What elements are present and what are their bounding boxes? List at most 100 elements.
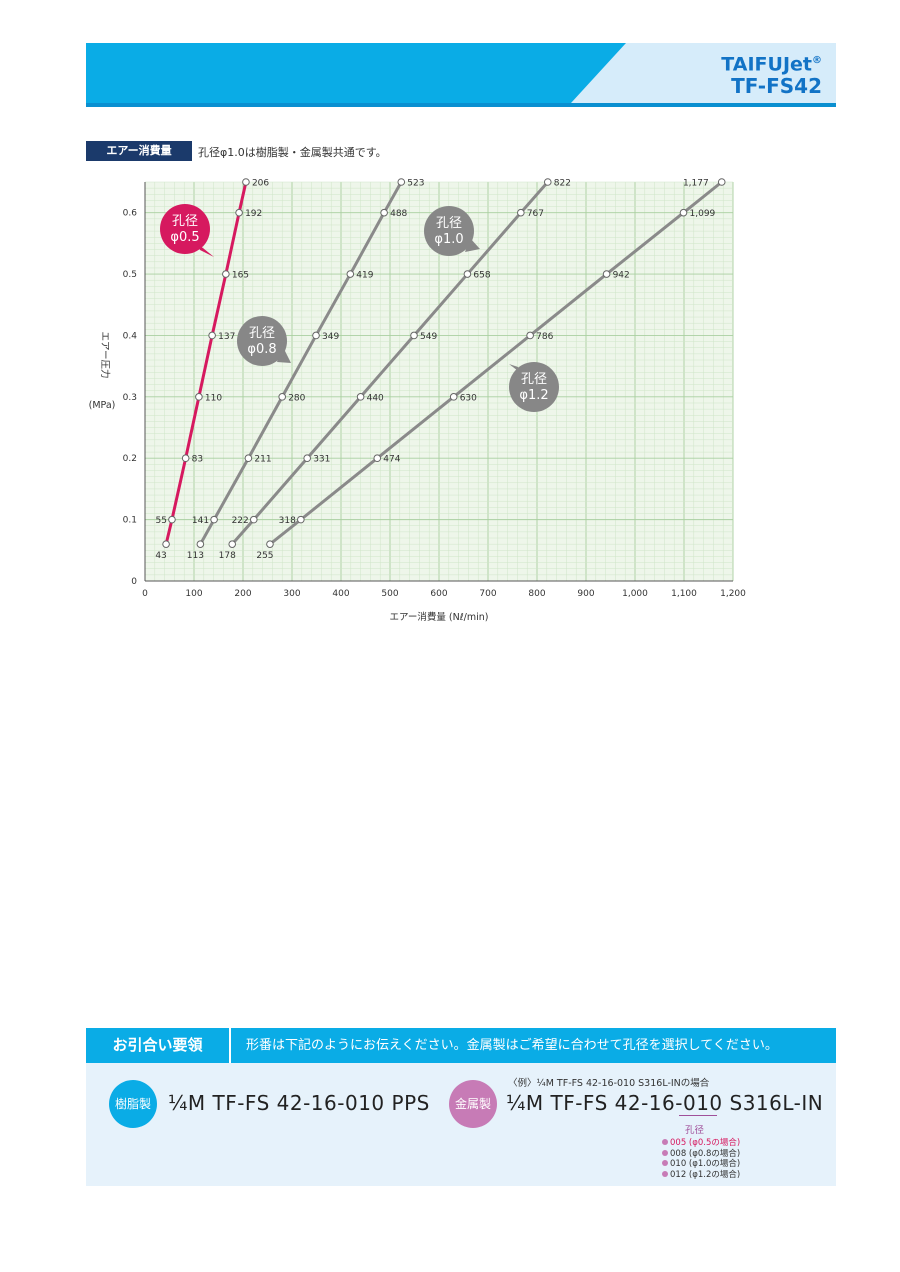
y-tick-label: 0.1 — [123, 516, 137, 526]
y-tick-label: 0.3 — [123, 393, 137, 403]
data-label: 523 — [407, 179, 424, 189]
callout-value: φ0.8 — [247, 342, 276, 357]
x-tick-label: 1,100 — [671, 589, 697, 599]
y-tick-label: 0.2 — [123, 454, 137, 464]
data-point — [397, 178, 406, 186]
callout-label: 孔径 — [521, 372, 547, 387]
callout-label: 孔径 — [436, 216, 462, 231]
data-point — [356, 393, 365, 401]
x-tick-label: 200 — [234, 589, 251, 599]
data-label: 178 — [219, 551, 236, 561]
x-axis-title: エアー消費量 (Nℓ/min) — [389, 611, 488, 623]
hole-option: 008 (φ0.8の場合) — [662, 1149, 740, 1160]
data-label: 822 — [554, 179, 571, 189]
data-point — [717, 178, 726, 186]
data-label: 786 — [536, 332, 553, 342]
data-point — [297, 515, 305, 524]
data-point — [222, 270, 230, 278]
data-label: 165 — [232, 271, 249, 281]
data-label: 137 — [218, 332, 235, 342]
registered-mark: ® — [812, 55, 822, 66]
data-label: 440 — [367, 393, 384, 403]
bullet-icon — [662, 1160, 668, 1166]
metal-example: 〈例〉¼M TF-FS 42-16-010 S316L-INの場合 — [508, 1078, 710, 1089]
hole-label: 孔径 — [685, 1125, 705, 1136]
callout-bubble — [237, 316, 287, 366]
data-label: 1,177 — [683, 179, 709, 189]
data-point — [181, 454, 190, 463]
data-label: 474 — [383, 455, 400, 465]
metal-badge: 金属製 — [449, 1080, 497, 1128]
data-point — [228, 540, 237, 548]
data-point — [235, 208, 243, 217]
y-tick-label: 0 — [131, 577, 137, 587]
hole-option: 012 (φ1.2の場合) — [662, 1170, 740, 1181]
order-guide: お引合い要領 形番は下記のようにお伝えください。金属製はご希望に合わせて孔径を選… — [86, 1028, 836, 1186]
data-point — [679, 208, 688, 217]
resin-badge: 樹脂製 — [109, 1080, 157, 1128]
data-label: 331 — [313, 455, 330, 465]
resin-model-code: ¼M TF-FS 42-16-010 PPS — [168, 1091, 430, 1115]
data-label: 942 — [613, 271, 630, 281]
data-point — [303, 454, 311, 463]
metal-model-code: ¼M TF-FS 42-16-010 S316L-IN — [506, 1091, 824, 1115]
data-point — [380, 208, 388, 217]
callout-value: φ1.0 — [434, 232, 463, 247]
model-name: TF-FS42 — [731, 74, 822, 99]
series-line — [199, 181, 403, 545]
data-point — [312, 331, 320, 340]
hole-option: 005 (φ0.5の場合) — [662, 1138, 740, 1149]
hole-option: 010 (φ1.0の場合) — [662, 1159, 740, 1170]
data-point — [242, 178, 250, 186]
air-consumption-chart: 0 100 200 300 400 500 600 700 800 900 1,000 1,100 1,… — [89, 178, 746, 623]
data-label: 318 — [279, 516, 296, 526]
x-tick-label: 100 — [185, 589, 202, 599]
data-label: 110 — [205, 393, 222, 403]
data-label: 349 — [322, 332, 339, 342]
data-point — [162, 540, 170, 548]
callout-value: φ0.5 — [170, 230, 199, 245]
data-label: 549 — [420, 332, 437, 342]
data-point — [278, 393, 287, 401]
chart-axes: 0 100 200 300 400 500 600 700 800 900 1,000 1,100 1,… — [89, 182, 746, 623]
data-point — [463, 270, 472, 278]
callout-value: φ1.2 — [519, 388, 548, 403]
callout-bubble — [160, 204, 210, 254]
x-tick-label: 1,000 — [622, 589, 648, 599]
data-point — [196, 540, 205, 548]
hole-underline — [679, 1115, 717, 1116]
header-light-panel — [571, 43, 836, 103]
data-point — [168, 515, 176, 524]
x-tick-label: 800 — [528, 589, 545, 599]
x-tick-label: 900 — [577, 589, 594, 599]
data-point — [526, 331, 534, 340]
data-label: 255 — [256, 551, 273, 561]
brand-block: TAIFUJet® TF-FS42 — [721, 50, 822, 97]
data-point — [244, 454, 253, 463]
series-line — [231, 181, 549, 546]
x-tick-label: 400 — [332, 589, 349, 599]
order-divider — [229, 1028, 231, 1063]
data-label: 280 — [288, 393, 305, 403]
data-label: 488 — [390, 209, 407, 219]
y-tick-label: 0.5 — [123, 270, 137, 280]
data-point — [266, 540, 274, 548]
section-tag: エアー消費量 — [86, 141, 192, 161]
series-line — [164, 181, 248, 545]
data-label: 192 — [245, 209, 262, 219]
callout-bubble — [424, 206, 474, 256]
data-point — [195, 393, 203, 401]
data-point — [543, 178, 552, 186]
y-tick-label: 0.4 — [123, 331, 138, 341]
chart-series: 43 55 83 110 137 165 192 206 113 141 211 280 349 419 4… — [155, 178, 726, 561]
data-point — [410, 331, 418, 340]
y-tick-label: 0.6 — [123, 209, 138, 219]
data-point — [449, 393, 458, 401]
x-tick-label: 1,200 — [720, 589, 746, 599]
x-tick-label: 0 — [142, 589, 148, 599]
order-description: 形番は下記のようにお伝えください。金属製はご希望に合わせて孔径を選択してください… — [246, 1038, 778, 1053]
section-note: 孔径φ1.0は樹脂製・金属製共通です。 — [198, 146, 387, 159]
data-point — [517, 208, 525, 217]
callout-tail — [277, 347, 291, 363]
